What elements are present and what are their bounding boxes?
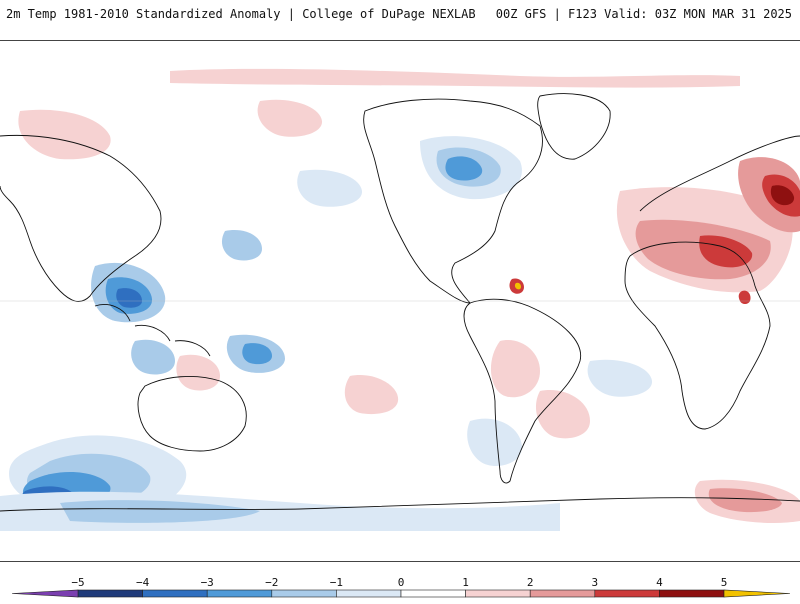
cold-anomaly-area xyxy=(131,339,175,375)
cold-anomaly-area xyxy=(467,418,523,467)
colorbar-bin xyxy=(529,589,596,598)
colorbar-tick-label: −4 xyxy=(135,576,150,589)
colorbar-tick-label: −5 xyxy=(71,576,85,589)
colorbar-bin xyxy=(465,589,531,598)
antarctica-coastline xyxy=(0,497,800,512)
colorbar-tick-label: −3 xyxy=(200,576,214,589)
colorbar-tick-label: −2 xyxy=(265,576,279,589)
warm-anomaly-area xyxy=(344,375,399,415)
colorbar-tick-label: 2 xyxy=(526,576,534,589)
colorbar-bin xyxy=(206,589,273,598)
colorbar-bin xyxy=(336,589,402,598)
colorbar-tick-label: −1 xyxy=(329,576,344,589)
colorbar-low-cap xyxy=(11,589,79,598)
warm-anomaly-area xyxy=(770,185,795,206)
cold-anomaly-area xyxy=(587,359,653,397)
cold-anomaly-area xyxy=(297,169,363,207)
warm-anomaly-area xyxy=(708,488,782,513)
colorbar-svg xyxy=(11,589,791,598)
warm-anomaly-area xyxy=(738,290,751,304)
warm-anomaly-area xyxy=(514,282,521,290)
colorbar-bin xyxy=(271,589,337,598)
warm-anomaly-area xyxy=(176,354,220,391)
warm-anomaly-area xyxy=(490,340,540,398)
australia-coastline xyxy=(137,376,247,452)
warm-anomaly-area xyxy=(535,390,590,439)
warm-anomaly-area xyxy=(699,235,753,268)
north-america-coastline xyxy=(363,98,543,304)
warm-anomaly-area xyxy=(257,99,323,137)
greenland-coastline xyxy=(537,93,611,160)
model-run-info: 00Z GFS | F123 Valid: 03Z MON MAR 31 202… xyxy=(495,7,792,21)
south-america-coastline xyxy=(463,298,582,484)
colorbar-tick-label: 4 xyxy=(656,576,663,589)
colorbar-high-cap xyxy=(723,589,791,598)
colorbar-bin xyxy=(142,589,208,598)
map-canvas xyxy=(0,68,800,531)
colorbar-tick-label: 1 xyxy=(462,576,469,589)
cold-anomaly-area xyxy=(445,156,483,181)
cold-anomaly-area xyxy=(221,230,262,261)
header: 2m Temp 1981-2010 Standardized Anomaly |… xyxy=(0,0,800,30)
colorbar-tick-label: 0 xyxy=(397,576,405,589)
coastlines xyxy=(0,93,800,512)
colorbar-bin xyxy=(594,589,660,598)
cold-anomaly-area xyxy=(60,500,260,523)
colorbar-legend: −5 −4 −3 −2 −1 0 1 2 3 4 5 xyxy=(0,565,800,600)
anomaly-map xyxy=(0,40,800,562)
colorbar-bin xyxy=(77,589,143,598)
colorbar-tick-label: 3 xyxy=(591,576,599,589)
cold-anomaly-area xyxy=(242,343,272,365)
warm-anomaly-area xyxy=(170,68,740,88)
colorbar-bin xyxy=(659,589,725,598)
indonesia-coastline xyxy=(94,304,211,357)
cold-anomaly-area xyxy=(116,288,142,308)
eurasia-coastline xyxy=(0,134,800,302)
warm-anomaly-area xyxy=(18,109,111,160)
colorbar-bin xyxy=(400,589,466,598)
map-title: 2m Temp 1981-2010 Standardized Anomaly |… xyxy=(6,7,476,21)
cold-anomaly-areas xyxy=(0,136,653,531)
africa-coastline xyxy=(624,241,771,430)
warm-anomaly-areas xyxy=(18,68,800,524)
colorbar-tick-label: 5 xyxy=(720,576,728,589)
